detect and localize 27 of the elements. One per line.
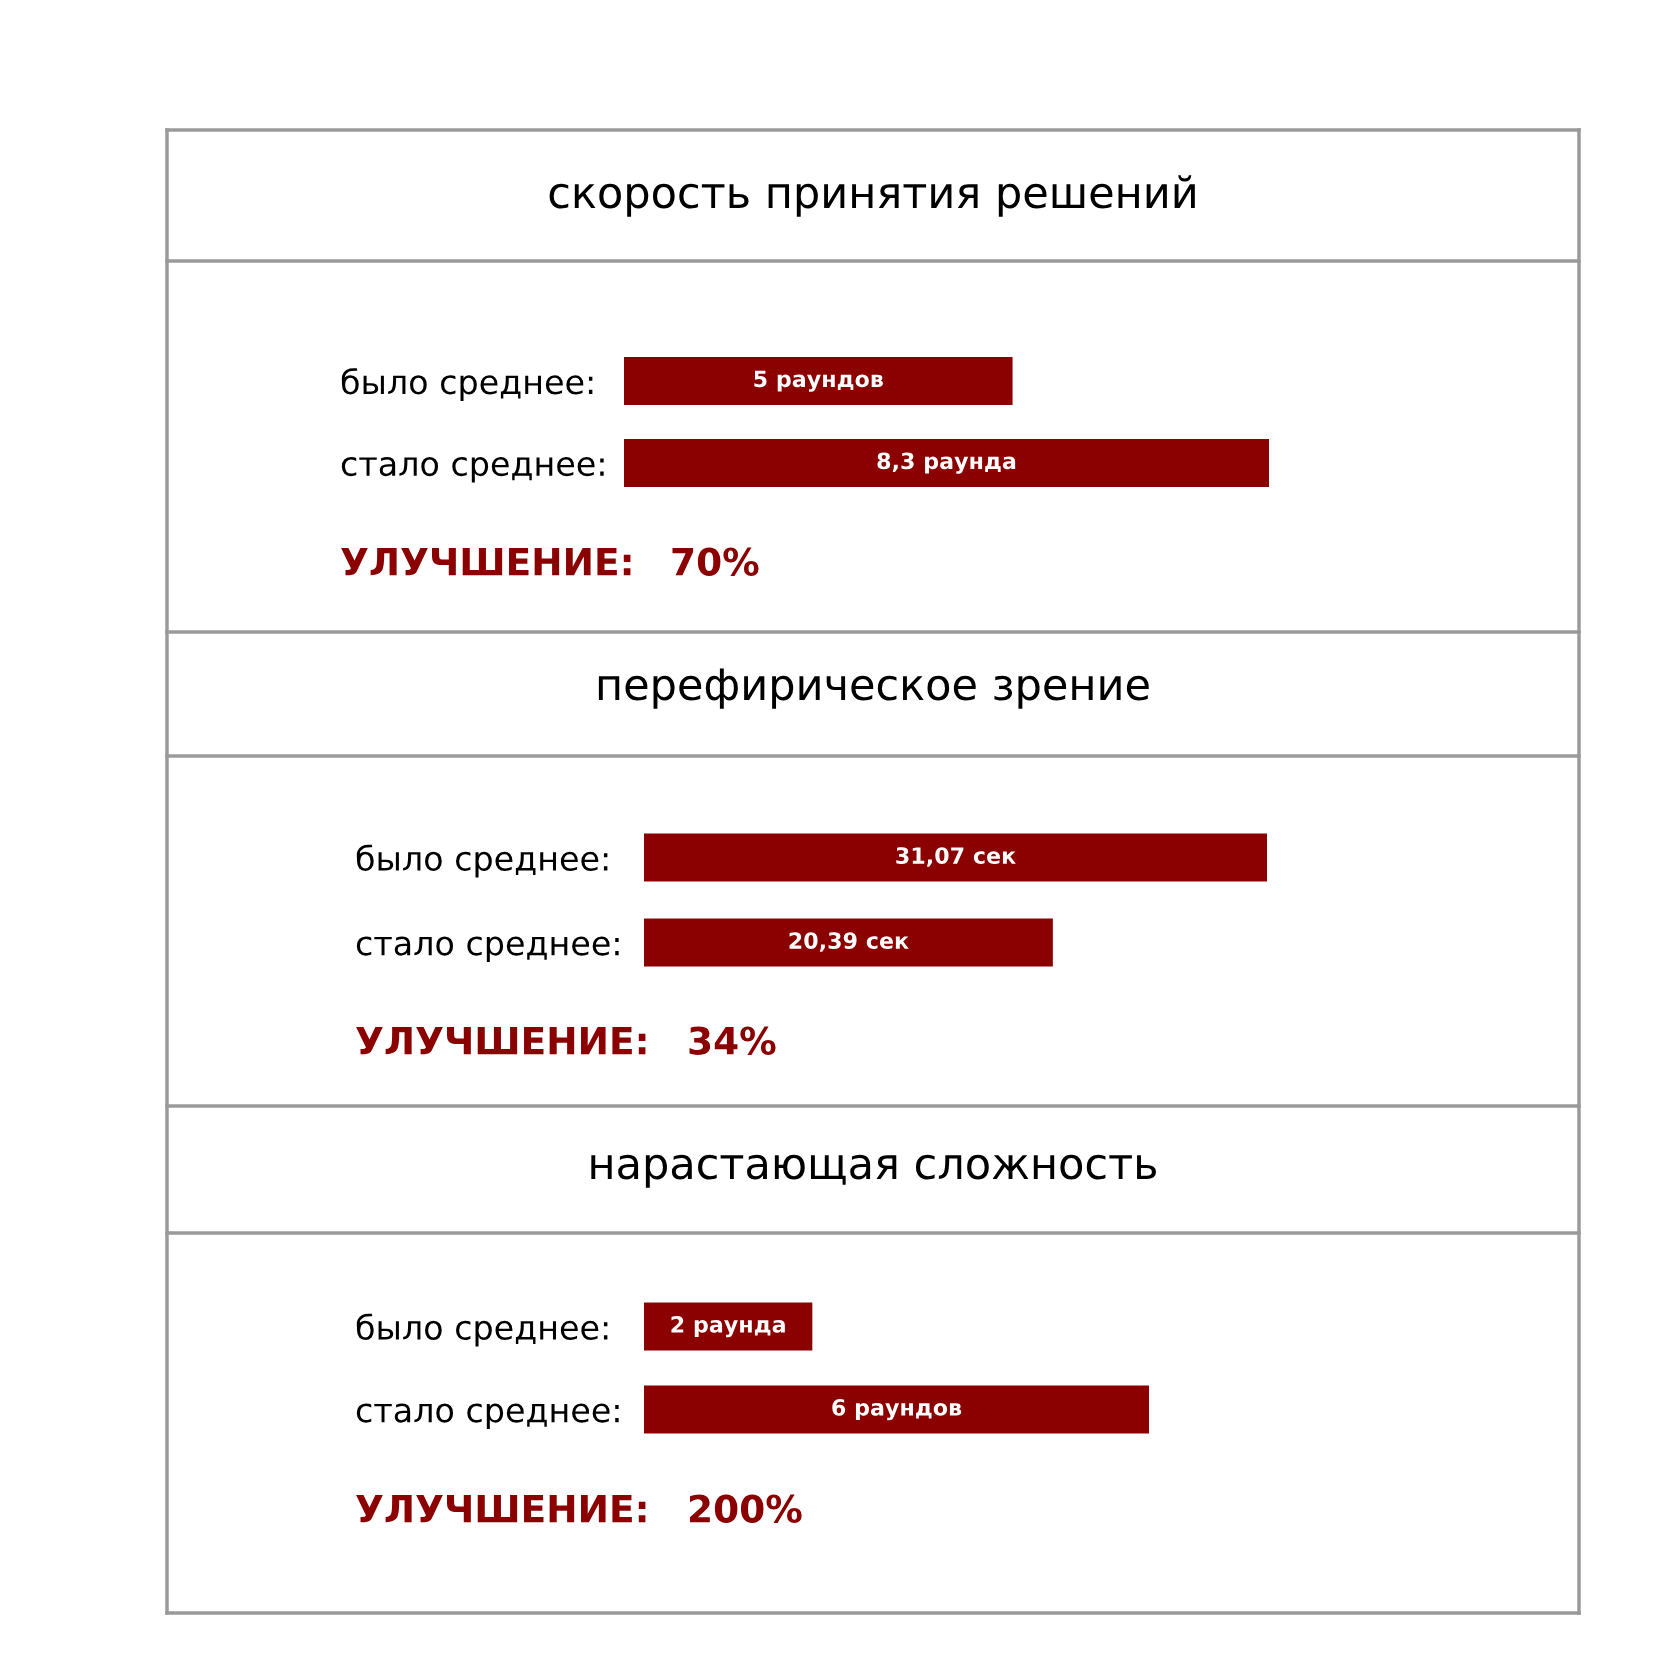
- text: 200%: [689, 1494, 802, 1523]
- text: :: [588, 376, 593, 394]
- chart-title: перефирическое зрение: [598, 668, 1149, 709]
- text: :: [603, 853, 608, 871]
- y-tick-label: было среднее: [341, 368, 584, 401]
- data-label: 20,39 сек: [789, 932, 909, 952]
- text: :: [603, 1322, 608, 1340]
- y-tick-label: стало среднее: [356, 936, 610, 963]
- text: :: [615, 937, 619, 956]
- text: :: [615, 1404, 619, 1423]
- data-label: 31,07 сек: [896, 847, 1016, 867]
- data-label: 5 раундов: [754, 370, 883, 392]
- data-label: 8,3 раунда: [877, 452, 1016, 474]
- data-label: 6 раундов: [832, 1398, 962, 1421]
- text: 34%: [689, 1026, 776, 1055]
- text: 70%: [672, 547, 759, 576]
- y-tick-label: было среднее: [356, 844, 599, 878]
- text: УЛУЧШЕНИЕ:: [356, 1495, 646, 1523]
- data-label: 2 раунда: [671, 1315, 785, 1338]
- y-tick-label: стало среднее: [356, 1403, 610, 1430]
- y-tick-label: стало среднее: [341, 457, 595, 483]
- text: УЛУЧШЕНИЕ:: [356, 1027, 646, 1055]
- chart-title: скорость принятия решений: [549, 175, 1195, 217]
- text: :: [600, 458, 604, 476]
- chart-title: нарастающая сложность: [591, 1154, 1156, 1188]
- text: УЛУЧШЕНИЕ:: [341, 548, 631, 576]
- y-tick-label: было среднее: [356, 1313, 599, 1347]
